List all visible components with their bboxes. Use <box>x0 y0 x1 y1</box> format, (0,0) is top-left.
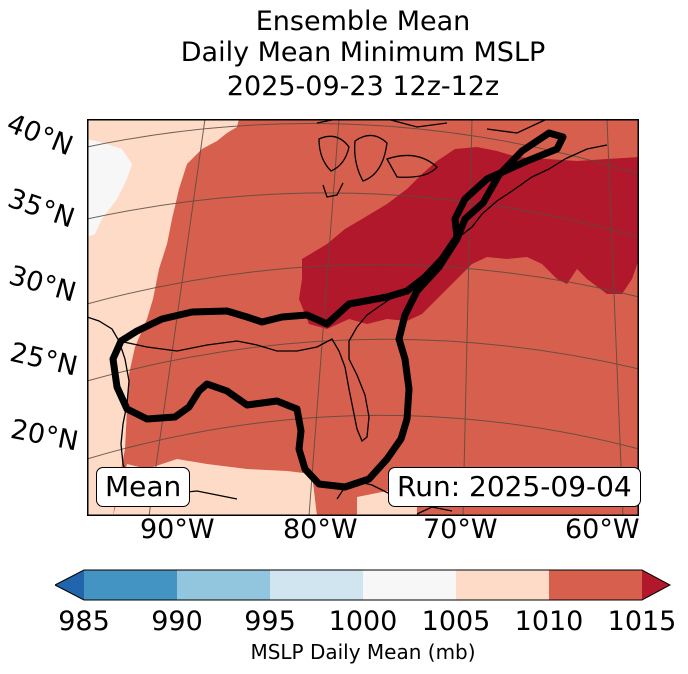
lon-label-90w: 90°W <box>140 514 215 545</box>
fill-1000-1005 <box>87 139 132 237</box>
colorbar-tick-990: 990 <box>151 606 203 637</box>
colorbar-tick-1015: 1015 <box>607 606 677 637</box>
probability-contour <box>109 129 567 491</box>
colorbar-seg-985-990 <box>84 570 177 600</box>
colorbar-extend-high <box>642 570 670 600</box>
mean-label-box: Mean <box>96 467 191 507</box>
colorbar-seg-1005-1010 <box>456 570 549 600</box>
colorbar <box>55 569 671 601</box>
colorbar-tick-1000: 1000 <box>328 606 398 637</box>
colorbar-tick-995: 995 <box>244 606 296 637</box>
colorbar-seg-1010-1015 <box>549 570 642 600</box>
colorbar-extend-low <box>55 570 84 600</box>
title-line-1: Ensemble Mean <box>255 6 471 37</box>
run-date-box: Run: 2025-09-04 <box>388 467 641 507</box>
map-frame <box>87 119 639 516</box>
graticule <box>87 119 639 516</box>
lat-label-25: 25°N <box>7 337 81 383</box>
colorbar-tick-1005: 1005 <box>421 606 491 637</box>
title-line-2: Daily Mean Minimum MSLP <box>180 37 546 68</box>
lat-label-40: 40°N <box>2 108 78 163</box>
lat-label-20: 20°N <box>8 414 81 458</box>
colorbar-seg-995-1000 <box>270 570 363 600</box>
colorbar-seg-1000-1005 <box>363 570 456 600</box>
lon-label-70w: 70°W <box>423 514 498 545</box>
lat-label-30: 30°N <box>5 260 80 309</box>
colorbar-tick-985: 985 <box>58 606 110 637</box>
lon-label-80w: 80°W <box>283 514 358 545</box>
colorbar-tick-1010: 1010 <box>514 606 584 637</box>
coastlines <box>87 119 608 515</box>
colorbar-outline <box>55 569 671 601</box>
map-svg <box>87 119 639 516</box>
lat-label-35: 35°N <box>3 183 79 235</box>
colorbar-seg-990-995 <box>177 570 270 600</box>
map-panel <box>87 119 639 516</box>
colorbar-label: MSLP Daily Mean (mb) <box>250 640 476 664</box>
title-line-3: 2025-09-23 12z-12z <box>226 71 500 102</box>
lon-label-60w: 60°W <box>565 514 640 545</box>
